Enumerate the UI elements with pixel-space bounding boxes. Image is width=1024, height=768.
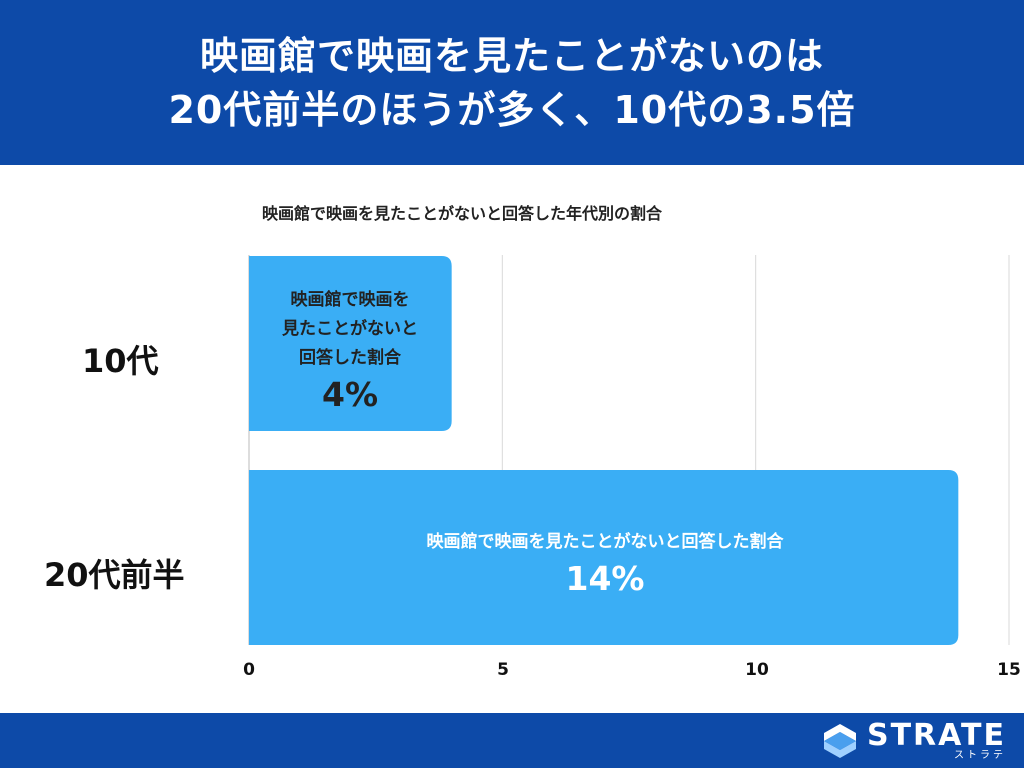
brand-name: STRATE (866, 718, 1006, 753)
title-banner: 映画館で映画を見たことがないのは 20代前半のほうが多く、10代の3.5倍 (0, 0, 1024, 165)
x-tick-label: 10 (745, 660, 769, 680)
bar-label-10s: 映画館で映画を 見たことがないと 回答した割合 4% (249, 286, 451, 417)
bar-value-label: 4% (321, 375, 379, 414)
footer-bar: STRATE ストラテ (0, 713, 1024, 768)
bar-label-early-20s: 映画館で映画を見たことがないと回答した割合 14% (249, 528, 961, 601)
strate-logo-icon (823, 724, 856, 758)
x-tick-label: 15 (997, 660, 1021, 680)
page-title-line-2: 20代前半のほうが多く、10代の3.5倍 (168, 87, 856, 132)
strate-logo: STRATE ストラテ (821, 721, 1006, 761)
bar-caption-line: 見たことがないと (282, 319, 418, 339)
page-title-line-1: 映画館で映画を見たことがないのは (199, 33, 824, 78)
brand-kana: ストラテ (954, 750, 1006, 761)
bar-caption-line: 映画館で映画を見たことがないと回答した割合 (426, 532, 784, 552)
category-label-10s: 10代 (82, 342, 159, 380)
x-tick-label: 5 (497, 660, 509, 680)
category-label-early-20s: 20代前半 (44, 556, 185, 594)
x-tick-label: 0 (243, 660, 255, 680)
bar-0 (249, 256, 452, 431)
bar-1 (249, 470, 959, 645)
bar-value-label: 14% (565, 559, 645, 598)
bar-caption-line: 映画館で映画を (290, 290, 410, 310)
bar-caption-line: 回答した割合 (299, 348, 401, 368)
chart-title: 映画館で映画を見たことがないと回答した年代別の割合 (262, 204, 663, 223)
